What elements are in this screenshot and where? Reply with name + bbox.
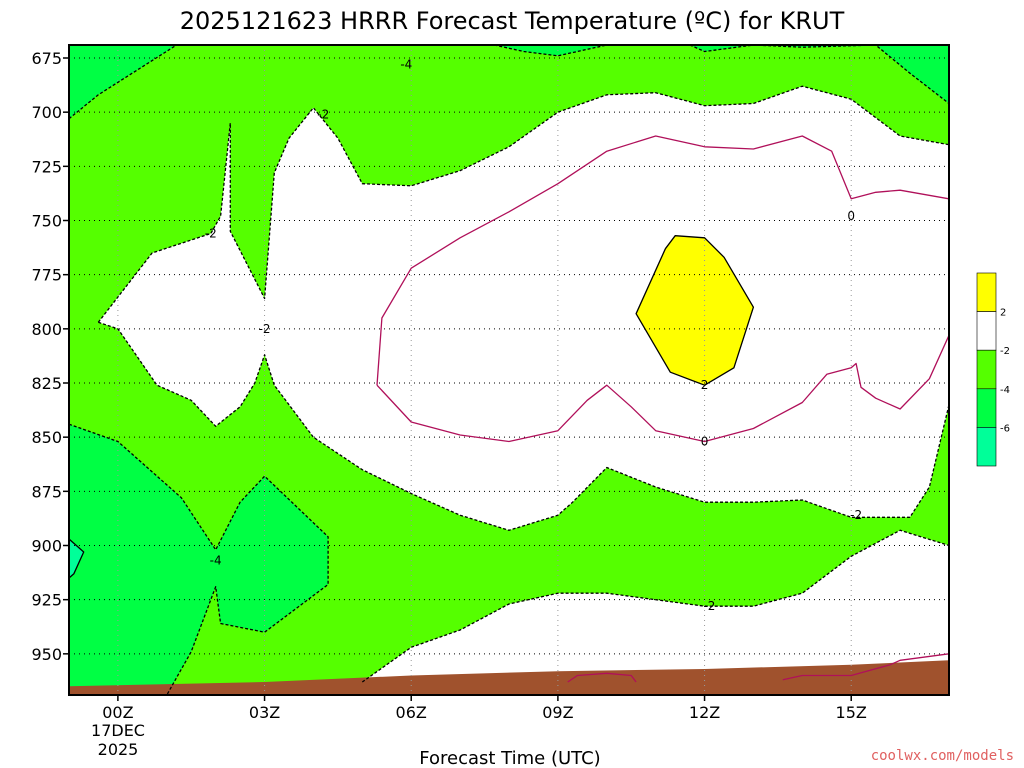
x-tick-label-2: 06Z bbox=[396, 703, 427, 722]
date-label-year: 2025 bbox=[98, 740, 139, 759]
shaded-region-7 bbox=[362, 530, 949, 695]
contour-label-9: -2 bbox=[703, 599, 715, 613]
x-tick-label-4: 12Z bbox=[689, 703, 720, 722]
colorbar-label-1: 2 bbox=[1000, 308, 1006, 319]
contour-label-5: 0 bbox=[847, 209, 855, 223]
x-tick-label-3: 09Z bbox=[542, 703, 573, 722]
x-tick-label-5: 15Z bbox=[836, 703, 867, 722]
colorbar-swatch-1 bbox=[976, 311, 997, 351]
shaded-region-2 bbox=[494, 45, 607, 56]
contour-label-1: -2 bbox=[317, 107, 329, 121]
contour-line-8 bbox=[376, 135, 949, 386]
shaded-region-9 bbox=[69, 660, 949, 695]
colorbar-label-2: -2 bbox=[1000, 346, 1010, 357]
colorbar-label-3: -4 bbox=[1000, 385, 1010, 396]
date-label-day: 17DEC bbox=[91, 721, 145, 740]
contour-line-1 bbox=[494, 45, 607, 57]
contour-lines bbox=[69, 45, 949, 695]
y-tick-label-10: 925 bbox=[31, 591, 62, 610]
x-tick-label-0: 00Z bbox=[102, 703, 133, 722]
y-axis: 675 700 725 750 775 800 825 850 875 900 925 950 bbox=[31, 49, 69, 664]
contour-line-3 bbox=[69, 423, 329, 695]
y-tick-label-11: 950 bbox=[31, 645, 62, 664]
y-tick-label-1: 700 bbox=[31, 103, 62, 122]
y-tick-label-0: 675 bbox=[31, 49, 62, 68]
contour-line-7 bbox=[361, 529, 949, 683]
colorbar-swatch-3 bbox=[976, 388, 997, 428]
contour-line-11 bbox=[782, 653, 949, 681]
contour-line-4 bbox=[69, 538, 85, 579]
contour-label-7: 0 bbox=[701, 435, 709, 449]
contour-line-10 bbox=[567, 672, 637, 683]
shaded-regions bbox=[69, 45, 949, 695]
contour-label-3: -2 bbox=[259, 322, 271, 336]
contour-line-2 bbox=[689, 45, 949, 105]
x-tick-label-1: 03Z bbox=[249, 703, 280, 722]
y-tick-label-2: 725 bbox=[31, 157, 62, 176]
contour-label-8: -2 bbox=[850, 508, 862, 522]
plot-area: -4 -2 -2 -2 -4 0 2 0 -2 -2 bbox=[69, 45, 949, 695]
contour-line-9 bbox=[376, 335, 949, 443]
contour-line-0 bbox=[69, 45, 177, 120]
shaded-region-1 bbox=[69, 45, 177, 119]
y-tick-label-8: 875 bbox=[31, 482, 62, 501]
y-tick-label-3: 750 bbox=[31, 212, 62, 231]
y-tick-label-6: 825 bbox=[31, 374, 62, 393]
contour-label-2: -2 bbox=[205, 227, 217, 241]
shaded-region-8 bbox=[636, 235, 754, 386]
contour-labels: -4 -2 -2 -2 -4 0 2 0 -2 -2 bbox=[205, 58, 862, 614]
contour-line-6 bbox=[98, 321, 949, 531]
y-tick-label-5: 800 bbox=[31, 320, 62, 339]
shaded-region-3 bbox=[689, 45, 949, 104]
contour-line-12 bbox=[635, 235, 755, 386]
contour-line-5 bbox=[97, 85, 949, 323]
y-tick-label-4: 775 bbox=[31, 266, 62, 285]
x-axis: 00Z 03Z 06Z 09Z 12Z 15Z bbox=[102, 695, 867, 722]
shaded-region-6 bbox=[98, 86, 949, 531]
contour-label-6: 2 bbox=[701, 378, 709, 392]
y-tick-label-7: 850 bbox=[31, 428, 62, 447]
colorbar-label-4: -6 bbox=[1000, 423, 1010, 434]
credit-text: coolwx.com/models bbox=[871, 748, 1014, 764]
colorbar-swatch-2 bbox=[976, 349, 997, 390]
colorbar: 2 -2 -4 -6 bbox=[976, 272, 1010, 467]
contour-label-4: -4 bbox=[210, 554, 222, 568]
colorbar-swatch-4 bbox=[976, 427, 997, 467]
shaded-region-4 bbox=[69, 424, 329, 695]
contour-label-0: -4 bbox=[400, 58, 412, 72]
plot-frame bbox=[68, 44, 950, 696]
gridlines bbox=[69, 45, 949, 695]
x-axis-label: Forecast Time (UTC) bbox=[419, 748, 600, 768]
colorbar-swatch-0 bbox=[976, 272, 997, 312]
y-tick-label-9: 900 bbox=[31, 537, 62, 556]
chart-title: 2025121623 HRRR Forecast Temperature (ºC… bbox=[180, 7, 845, 35]
